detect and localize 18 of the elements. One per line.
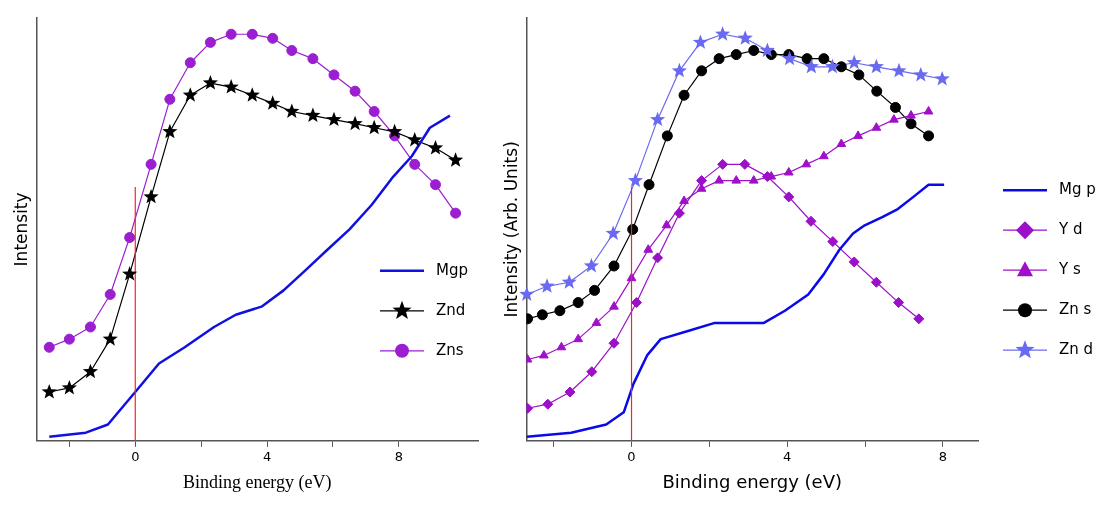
legend-label: Zn d bbox=[1059, 340, 1094, 359]
legend-label: Mgp bbox=[436, 260, 469, 279]
x-tick-label: 0 bbox=[131, 448, 140, 464]
legend-label: Zn s bbox=[1059, 300, 1092, 319]
legend-label: Y s bbox=[1058, 260, 1081, 279]
x-axis-title: Binding energy (eV) bbox=[182, 471, 332, 493]
legend-label: Y d bbox=[1058, 220, 1083, 239]
x-tick-label: 4 bbox=[783, 448, 792, 464]
x-tick-label: 4 bbox=[262, 448, 272, 464]
legend-label: Zns bbox=[436, 340, 464, 359]
x-tick-label: 0 bbox=[627, 448, 636, 464]
y-axis-title: Intensity bbox=[10, 192, 31, 267]
y-axis-title: Intensity (Arb. Units) bbox=[500, 141, 521, 318]
x-axis-title: Binding energy (eV) bbox=[662, 470, 843, 492]
legend-label: Mg p bbox=[1059, 180, 1096, 199]
x-tick-label: 8 bbox=[938, 448, 948, 464]
legend-label: Znd bbox=[436, 300, 466, 319]
x-tick-label: 8 bbox=[394, 448, 404, 464]
